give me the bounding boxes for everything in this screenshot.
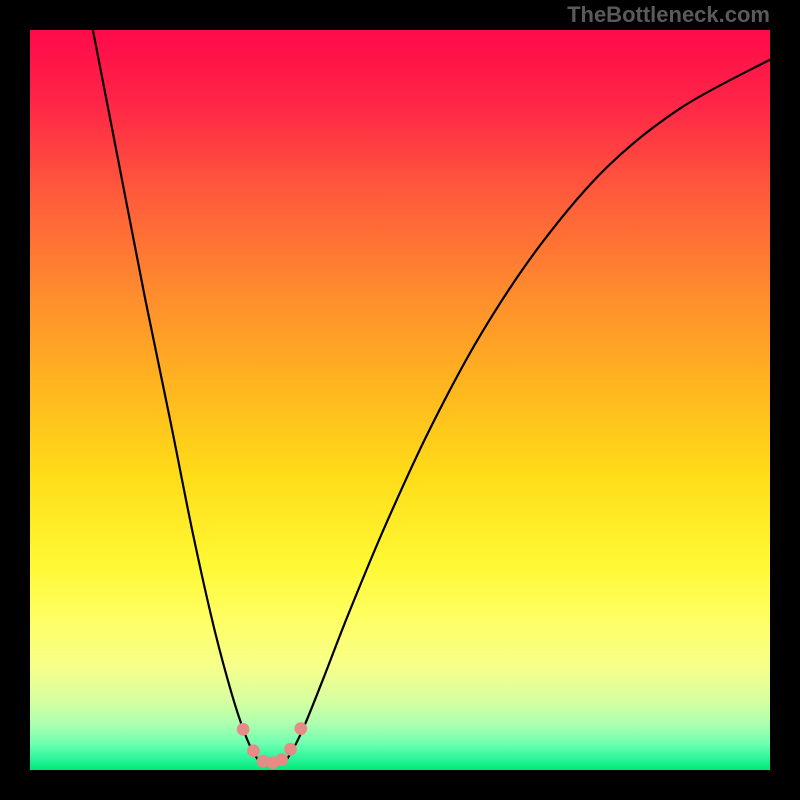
watermark-text: TheBottleneck.com <box>567 2 770 28</box>
marker-group <box>237 723 307 769</box>
curve-marker <box>276 754 288 766</box>
curve-marker <box>284 743 296 755</box>
curve-marker <box>247 745 259 757</box>
curve-marker <box>237 723 249 735</box>
curve-marker <box>295 723 307 735</box>
chart-frame <box>0 0 800 800</box>
bottleneck-curve <box>93 30 770 765</box>
plot-area <box>30 30 770 770</box>
curve-layer <box>30 30 770 770</box>
